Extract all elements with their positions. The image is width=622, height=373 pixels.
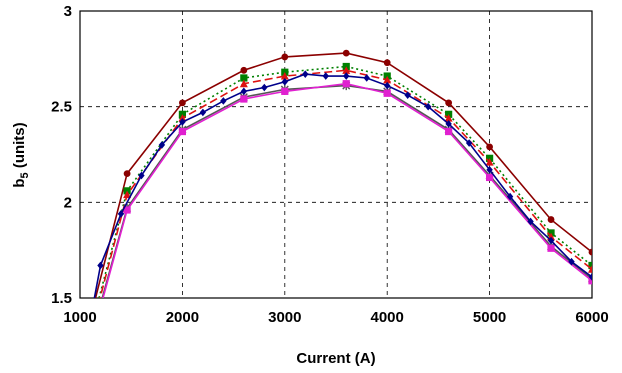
data-point-marker — [123, 206, 131, 214]
data-point-marker — [383, 75, 392, 84]
y-axis-label-base: b — [11, 178, 28, 187]
data-point-marker — [343, 72, 350, 80]
data-point-marker — [322, 72, 329, 80]
data-point-marker — [383, 89, 391, 97]
series-line — [99, 69, 592, 298]
data-point-marker — [547, 236, 555, 245]
data-point-marker — [342, 49, 350, 57]
data-point-marker — [588, 261, 592, 270]
data-point-marker — [199, 108, 207, 117]
y-tick-label: 1.5 — [51, 290, 72, 307]
series-line — [93, 73, 592, 298]
data-point-marker — [77, 356, 84, 363]
data-point-marker — [281, 53, 289, 61]
data-point-marker — [240, 95, 248, 103]
data-point-marker — [547, 216, 555, 223]
data-point-marker — [280, 72, 289, 80]
y-tick-label: 2 — [64, 194, 72, 211]
y-axis-label-rest: (units) — [11, 122, 28, 172]
data-point-marker — [178, 114, 187, 122]
data-point-marker — [404, 91, 411, 99]
data-point-marker — [240, 87, 248, 96]
data-point-marker — [97, 261, 104, 270]
data-point-marker — [179, 99, 186, 107]
data-point-marker — [486, 166, 493, 174]
data-point-marker — [342, 66, 351, 74]
data-point-marker — [486, 143, 493, 151]
grid — [80, 11, 592, 298]
data-point-marker — [445, 120, 452, 128]
data-point-marker — [123, 190, 132, 199]
y-tick-label: 3 — [64, 3, 72, 20]
data-point-marker — [486, 173, 494, 182]
data-point-marker — [445, 127, 453, 136]
y-axis-label-subscript: 5 — [19, 172, 31, 178]
x-axis-label: Current (A) — [296, 350, 375, 367]
series-1 — [77, 49, 592, 363]
data-point-marker — [363, 74, 370, 82]
data-point-marker — [383, 59, 391, 67]
data-point-marker — [547, 244, 555, 252]
data-point-marker — [123, 170, 131, 178]
x-tick-label: 3000 — [268, 309, 301, 326]
data-point-marker — [568, 257, 575, 266]
data-point-marker — [302, 70, 309, 78]
data-point-marker — [424, 102, 432, 111]
x-tick-labels: 1000 2000 3000 4000 5000 6000 — [63, 309, 608, 326]
data-point-marker — [178, 127, 186, 136]
data-point-marker — [588, 248, 592, 256]
data-point-marker — [261, 83, 268, 92]
y-tick-label: 2.5 — [51, 99, 72, 116]
series-line — [102, 82, 592, 298]
data-point-marker — [240, 74, 248, 82]
data-point-marker — [588, 265, 592, 273]
data-point-marker — [445, 99, 453, 107]
data-point-marker — [444, 114, 453, 122]
data-point-marker — [117, 210, 125, 218]
series-5 — [102, 80, 592, 298]
data-point-marker — [179, 118, 186, 126]
data-point-marker — [220, 97, 227, 105]
data-point-marker — [384, 81, 391, 90]
x-tick-label: 1000 — [63, 309, 96, 326]
series-line — [98, 65, 592, 298]
data-point-marker — [240, 66, 248, 74]
x-tick-label: 6000 — [575, 309, 608, 326]
data-point-marker — [76, 367, 83, 373]
series-3 — [99, 66, 592, 298]
data-point-marker — [158, 141, 166, 149]
y-axis-label: b5 (units) — [11, 122, 31, 187]
plot-area-frame — [79, 10, 593, 299]
x-tick-label: 2000 — [166, 309, 199, 326]
data-point-marker — [239, 79, 248, 88]
data-point-marker — [588, 273, 592, 281]
series-2 — [76, 62, 592, 373]
data-point-marker — [342, 80, 350, 88]
series-4 — [101, 81, 592, 298]
data-point-marker — [138, 171, 145, 180]
x-tick-label: 5000 — [473, 309, 506, 326]
series-layer — [76, 49, 592, 373]
data-point-marker — [281, 77, 288, 86]
data-point-marker — [527, 217, 534, 226]
y-tick-labels: 1.5 2 2.5 3 — [51, 3, 72, 307]
data-point-marker — [588, 277, 592, 285]
data-point-marker — [485, 158, 494, 166]
series-6 — [93, 70, 592, 298]
x-tick-label: 4000 — [371, 309, 404, 326]
series-line — [101, 84, 592, 298]
data-point-marker — [281, 87, 289, 95]
data-point-marker — [465, 139, 473, 147]
data-point-marker — [506, 192, 514, 201]
